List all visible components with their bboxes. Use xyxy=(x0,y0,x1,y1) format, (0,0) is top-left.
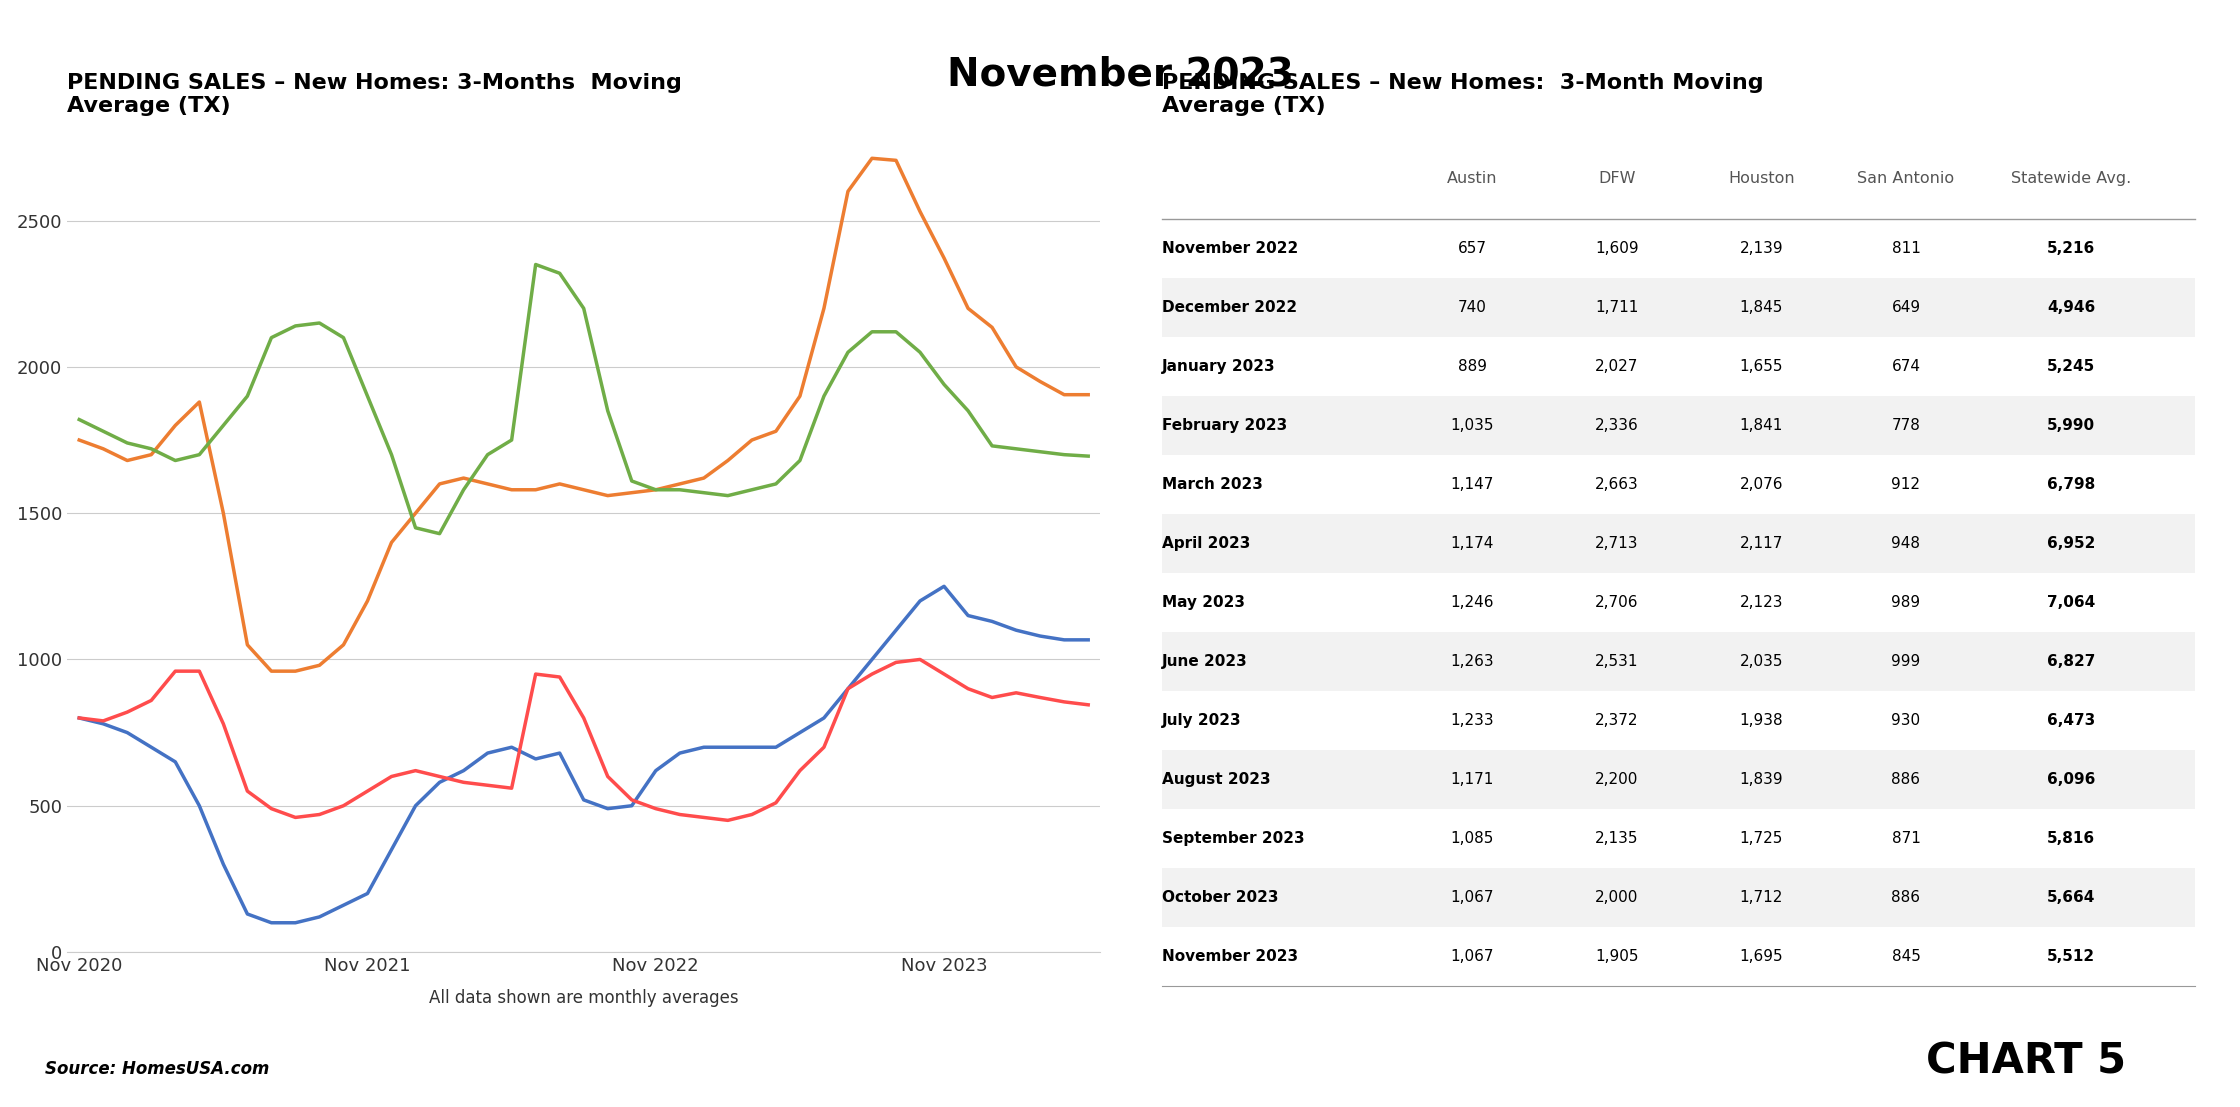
Text: 1,067: 1,067 xyxy=(1449,890,1494,904)
Text: October 2023: October 2023 xyxy=(1163,890,1279,904)
Text: 1,035: 1,035 xyxy=(1449,417,1494,433)
Text: 2,663: 2,663 xyxy=(1595,477,1640,492)
Text: 948: 948 xyxy=(1891,536,1920,551)
Text: July 2023: July 2023 xyxy=(1163,713,1241,727)
Text: DFW: DFW xyxy=(1597,172,1635,186)
Text: 5,664: 5,664 xyxy=(2047,890,2094,904)
Text: 2,531: 2,531 xyxy=(1595,654,1637,669)
FancyBboxPatch shape xyxy=(1163,868,2195,927)
Text: 845: 845 xyxy=(1891,949,1920,963)
Text: February 2023: February 2023 xyxy=(1163,417,1288,433)
Text: January 2023: January 2023 xyxy=(1163,359,1277,374)
Text: 2,117: 2,117 xyxy=(1740,536,1783,551)
Text: April 2023: April 2023 xyxy=(1163,536,1250,551)
Text: 886: 886 xyxy=(1891,772,1920,787)
Text: November 2023: November 2023 xyxy=(948,55,1292,93)
Text: June 2023: June 2023 xyxy=(1163,654,1248,669)
Text: Source: HomesUSA.com: Source: HomesUSA.com xyxy=(45,1059,269,1078)
Text: 1,695: 1,695 xyxy=(1740,949,1783,963)
Text: 778: 778 xyxy=(1891,417,1920,433)
Text: 657: 657 xyxy=(1458,241,1487,256)
Text: 2,000: 2,000 xyxy=(1595,890,1637,904)
Text: Austin: Austin xyxy=(1447,172,1496,186)
Text: 740: 740 xyxy=(1458,300,1487,314)
FancyBboxPatch shape xyxy=(1163,632,2195,691)
Text: August 2023: August 2023 xyxy=(1163,772,1270,787)
Text: 1,712: 1,712 xyxy=(1740,890,1783,904)
Text: 999: 999 xyxy=(1891,654,1920,669)
Text: 5,990: 5,990 xyxy=(2047,417,2094,433)
Text: San Antonio: San Antonio xyxy=(1857,172,1956,186)
Text: 889: 889 xyxy=(1458,359,1487,374)
Text: 1,246: 1,246 xyxy=(1449,594,1494,610)
Text: November 2022: November 2022 xyxy=(1163,241,1299,256)
Text: Houston: Houston xyxy=(1727,172,1794,186)
FancyBboxPatch shape xyxy=(1163,749,2195,808)
Text: 1,609: 1,609 xyxy=(1595,241,1637,256)
Text: 2,372: 2,372 xyxy=(1595,713,1637,727)
Text: 2,123: 2,123 xyxy=(1740,594,1783,610)
Text: 5,245: 5,245 xyxy=(2047,359,2094,374)
Text: 649: 649 xyxy=(1891,300,1920,314)
Text: 912: 912 xyxy=(1891,477,1920,492)
Text: 6,096: 6,096 xyxy=(2047,772,2094,787)
X-axis label: All data shown are monthly averages: All data shown are monthly averages xyxy=(428,989,739,1006)
FancyBboxPatch shape xyxy=(1163,396,2195,455)
Text: PENDING SALES – New Homes:  3-Month Moving
Average (TX): PENDING SALES – New Homes: 3-Month Movin… xyxy=(1163,73,1763,116)
Text: 6,827: 6,827 xyxy=(2047,654,2094,669)
Text: November 2023: November 2023 xyxy=(1163,949,1299,963)
Text: 2,200: 2,200 xyxy=(1595,772,1637,787)
Text: 2,076: 2,076 xyxy=(1740,477,1783,492)
Text: 2,139: 2,139 xyxy=(1740,241,1783,256)
Text: 2,027: 2,027 xyxy=(1595,359,1637,374)
Text: 2,035: 2,035 xyxy=(1740,654,1783,669)
Text: 1,147: 1,147 xyxy=(1452,477,1494,492)
Text: 674: 674 xyxy=(1891,359,1920,374)
Text: 1,655: 1,655 xyxy=(1740,359,1783,374)
Text: 5,816: 5,816 xyxy=(2047,830,2094,846)
Text: March 2023: March 2023 xyxy=(1163,477,1263,492)
Text: 5,216: 5,216 xyxy=(2047,241,2094,256)
Text: 2,706: 2,706 xyxy=(1595,594,1637,610)
Text: 1,174: 1,174 xyxy=(1452,536,1494,551)
Text: 1,233: 1,233 xyxy=(1449,713,1494,727)
Text: 1,845: 1,845 xyxy=(1740,300,1783,314)
FancyBboxPatch shape xyxy=(1163,514,2195,572)
FancyBboxPatch shape xyxy=(1163,278,2195,337)
Text: 886: 886 xyxy=(1891,890,1920,904)
Text: 5,512: 5,512 xyxy=(2047,949,2094,963)
Text: May 2023: May 2023 xyxy=(1163,594,1245,610)
Text: 6,952: 6,952 xyxy=(2047,536,2094,551)
Text: PENDING SALES – New Homes: 3-Months  Moving
Average (TX): PENDING SALES – New Homes: 3-Months Movi… xyxy=(67,73,681,116)
Text: 1,841: 1,841 xyxy=(1740,417,1783,433)
Text: December 2022: December 2022 xyxy=(1163,300,1297,314)
Text: 1,263: 1,263 xyxy=(1449,654,1494,669)
Text: 1,711: 1,711 xyxy=(1595,300,1637,314)
Text: 7,064: 7,064 xyxy=(2047,594,2094,610)
Text: 2,336: 2,336 xyxy=(1595,417,1640,433)
Text: 1,839: 1,839 xyxy=(1740,772,1783,787)
Text: 6,798: 6,798 xyxy=(2047,477,2094,492)
Text: 989: 989 xyxy=(1891,594,1920,610)
Text: CHART 5: CHART 5 xyxy=(1926,1041,2126,1083)
Text: 871: 871 xyxy=(1891,830,1920,846)
Text: 4,946: 4,946 xyxy=(2047,300,2094,314)
Text: 2,135: 2,135 xyxy=(1595,830,1637,846)
Text: September 2023: September 2023 xyxy=(1163,830,1306,846)
Text: 1,938: 1,938 xyxy=(1740,713,1783,727)
Text: 1,171: 1,171 xyxy=(1452,772,1494,787)
Text: 6,473: 6,473 xyxy=(2047,713,2094,727)
Text: 2,713: 2,713 xyxy=(1595,536,1637,551)
Text: 1,067: 1,067 xyxy=(1449,949,1494,963)
Text: 1,085: 1,085 xyxy=(1452,830,1494,846)
Text: 1,905: 1,905 xyxy=(1595,949,1637,963)
Text: 811: 811 xyxy=(1891,241,1920,256)
Text: 1,725: 1,725 xyxy=(1740,830,1783,846)
Text: Statewide Avg.: Statewide Avg. xyxy=(2012,172,2132,186)
Text: 930: 930 xyxy=(1891,713,1920,727)
